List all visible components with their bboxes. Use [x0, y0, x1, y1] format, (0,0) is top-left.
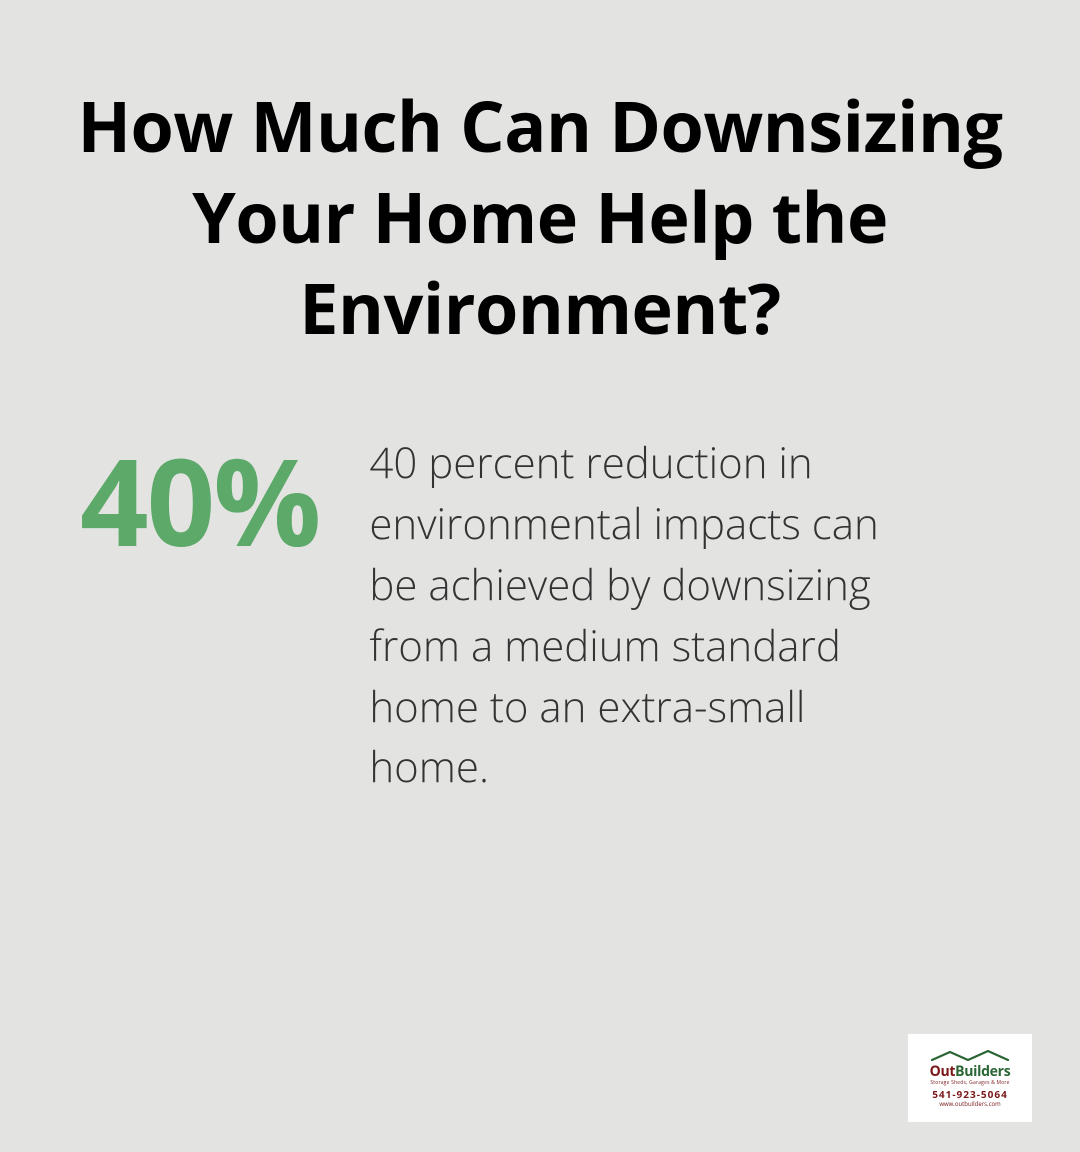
logo-name-part1: Out — [930, 1062, 956, 1081]
logo-phone: 541-923-5064 — [932, 1087, 1008, 1101]
stat-section: 40% 40 percent reduction in environmenta… — [0, 353, 1080, 798]
stat-percentage: 40% — [80, 433, 319, 561]
logo-brand-name: OutBuilders — [930, 1062, 1011, 1081]
logo-tagline: Storage Sheds, Garages & More — [930, 1080, 1009, 1086]
logo-name-part2: Builders — [955, 1062, 1010, 1081]
stat-description: 40 percent reduction in environmental im… — [369, 433, 899, 798]
logo-roof-icon — [930, 1049, 1010, 1061]
logo-url: www.outbuilders.com — [939, 1100, 1000, 1108]
brand-logo: OutBuilders Storage Sheds, Garages & Mor… — [908, 1034, 1032, 1122]
page-title: How Much Can Downsizing Your Home Help t… — [0, 0, 1080, 353]
